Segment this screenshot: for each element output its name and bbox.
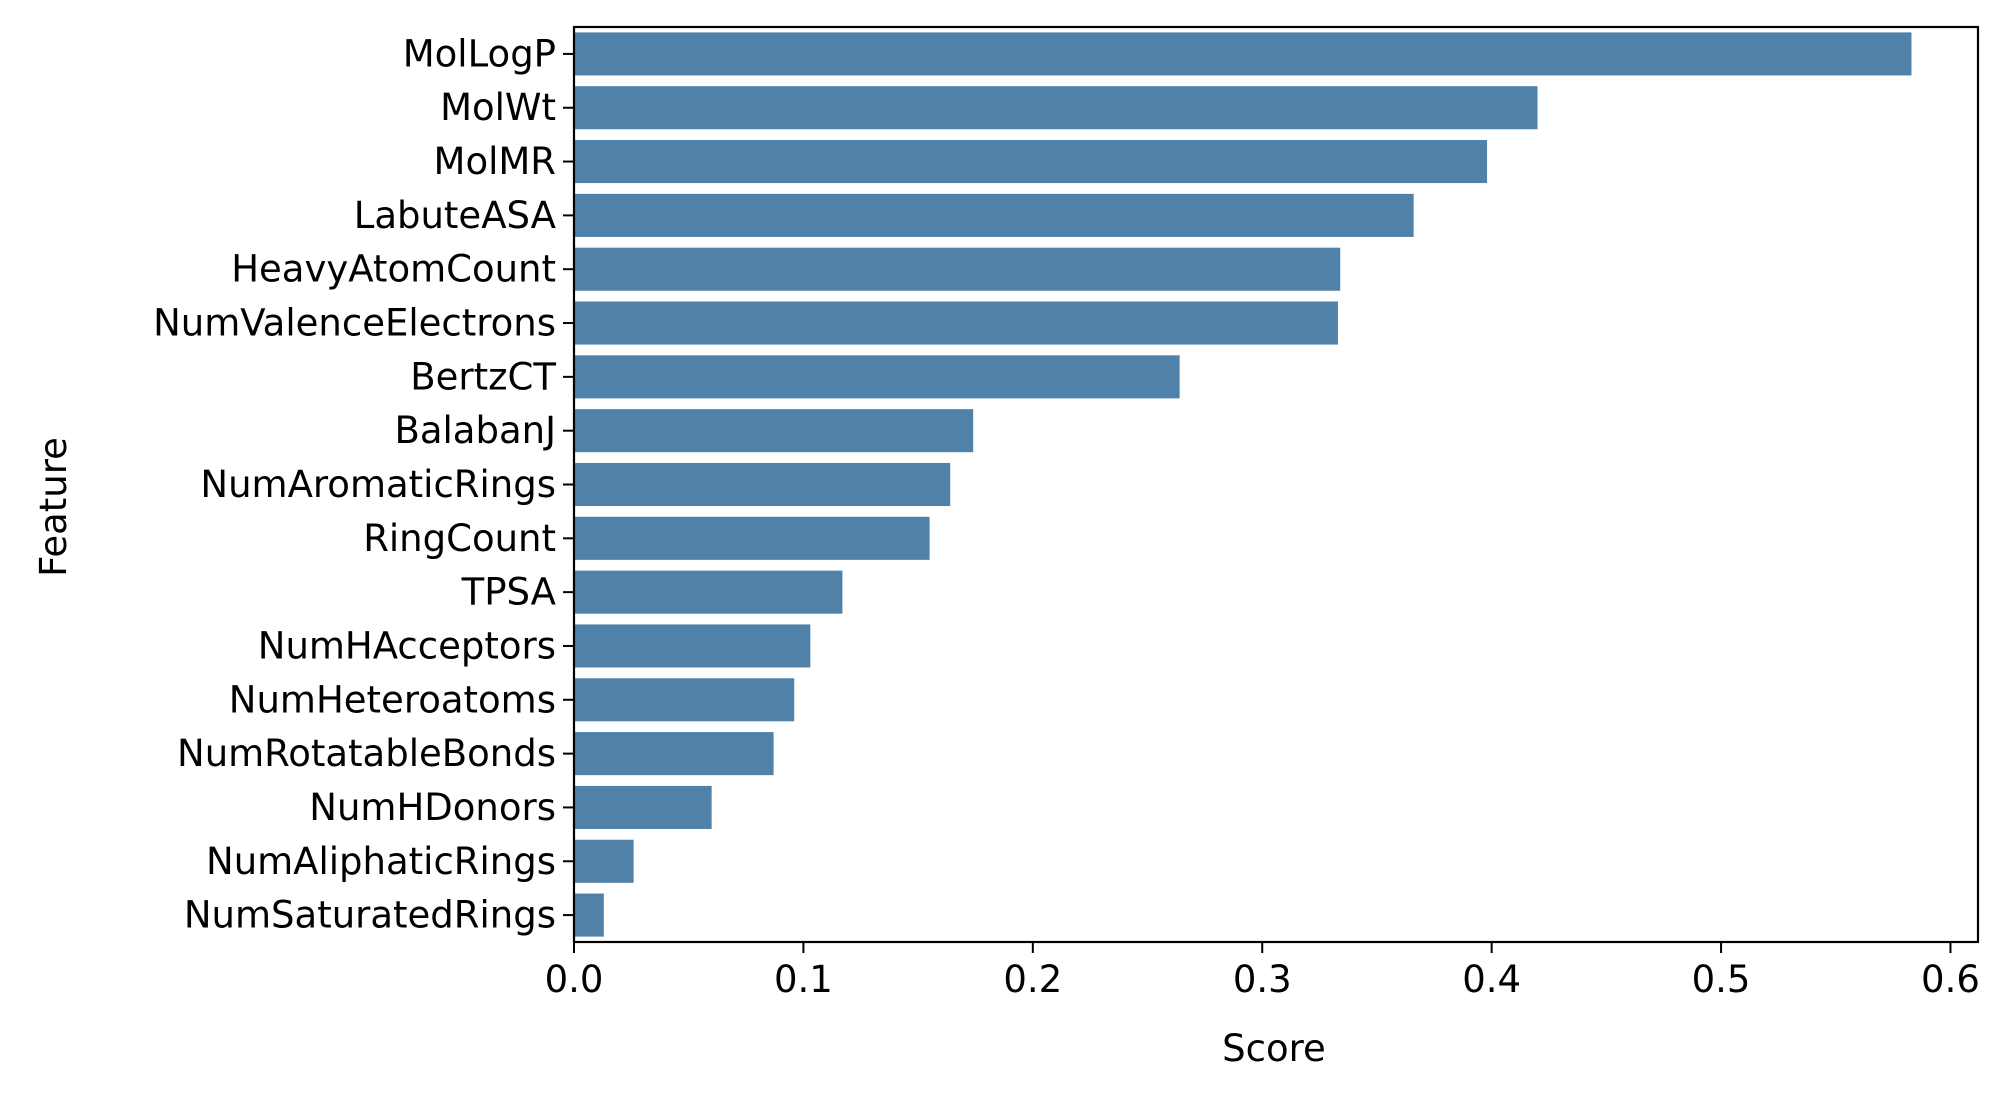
bar-NumSaturatedRings (574, 893, 604, 937)
y-tick-label: NumAliphaticRings (206, 840, 556, 883)
x-tick-label: 0.2 (1003, 958, 1062, 1001)
x-tick-label: 0.6 (1921, 958, 1980, 1001)
bar-HeavyAtomCount (574, 247, 1341, 291)
x-axis-label: Score (1222, 1027, 1326, 1070)
bar-NumValenceElectrons (574, 301, 1338, 345)
y-tick-label: MolMR (434, 140, 556, 183)
x-tick-label: 0.3 (1233, 958, 1292, 1001)
x-tick-label: 0.0 (545, 958, 604, 1001)
x-tick-label: 0.5 (1692, 958, 1751, 1001)
y-tick-label: NumHDonors (309, 786, 556, 829)
bar-LabuteASA (574, 193, 1414, 237)
x-axis-ticks: 0.0 0.1 0.2 0.3 0.4 0.5 0.6 (545, 942, 1980, 1001)
y-axis-label: Feature (32, 437, 75, 577)
x-tick-label: 0.4 (1462, 958, 1521, 1001)
y-tick-label: NumValenceElectrons (153, 302, 556, 345)
y-tick-label: NumSaturatedRings (184, 894, 556, 937)
bar-MolLogP (574, 32, 1912, 76)
bar-TPSA (574, 570, 843, 614)
bar-NumRotatableBonds (574, 732, 774, 776)
y-axis-ticks: MolLogP MolWt MolMR LabuteASA HeavyAtomCount… (153, 32, 574, 937)
y-tick-label: HeavyAtomCount (231, 248, 556, 291)
bar-BertzCT (574, 355, 1180, 399)
bar-MolMR (574, 140, 1488, 184)
y-tick-label: BertzCT (410, 355, 556, 398)
bar-RingCount (574, 516, 930, 560)
y-tick-label: NumHAcceptors (258, 624, 556, 667)
bar-NumAromaticRings (574, 462, 951, 507)
y-tick-label: RingCount (363, 517, 556, 560)
bar-MolWt (574, 86, 1538, 130)
y-tick-label: BalabanJ (394, 409, 556, 452)
y-tick-label: TPSA (461, 571, 556, 614)
y-tick-label: NumAromaticRings (200, 463, 556, 506)
y-tick-label: MolLogP (403, 32, 556, 75)
bar-BalabanJ (574, 409, 974, 453)
bar-NumHeteroatoms (574, 678, 795, 722)
bars-layer (574, 32, 1912, 937)
y-tick-label: LabuteASA (354, 194, 556, 237)
bar-NumHDonors (574, 785, 712, 829)
bar-NumHAcceptors (574, 624, 811, 668)
bar-NumAliphaticRings (574, 839, 634, 883)
y-tick-label: NumRotatableBonds (177, 732, 556, 775)
y-tick-label: MolWt (440, 86, 556, 129)
x-tick-label: 0.1 (774, 958, 833, 1001)
y-tick-label: NumHeteroatoms (229, 678, 556, 721)
